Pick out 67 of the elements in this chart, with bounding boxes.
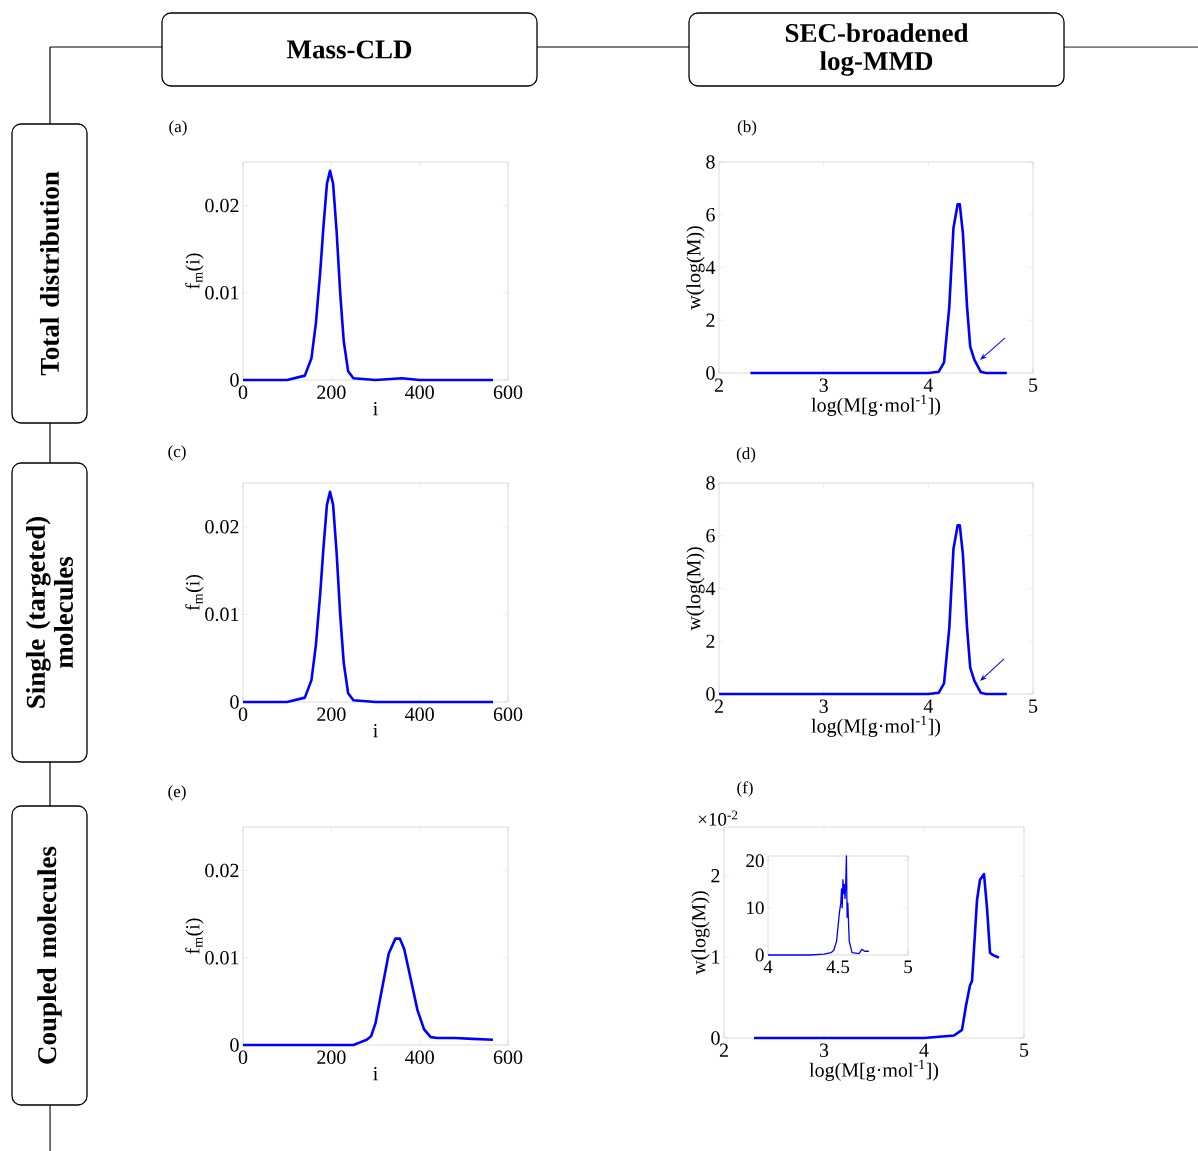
- x-tick-label: 5: [904, 960, 913, 974]
- text: Coupled molecules: [37, 846, 62, 1064]
- y-axis-title: w(log(M)): [686, 226, 705, 310]
- x-tick-label: 5: [1020, 1043, 1029, 1057]
- x-tick-label: 600: [493, 707, 523, 722]
- y-tick-label: 2: [711, 869, 720, 883]
- x-tick-label: 200: [317, 707, 346, 722]
- y-tick-label: 2: [706, 313, 715, 327]
- y-tick-label: 6: [706, 529, 715, 543]
- y-tick-label: 1: [712, 950, 720, 964]
- x-tick-label: 400: [405, 1050, 434, 1065]
- y-axis-title: w(log(M)): [686, 547, 705, 631]
- y-tick-label: 0.02: [205, 520, 239, 534]
- x-tick-label: 4: [923, 699, 934, 713]
- y-tick-label: 4: [705, 260, 716, 275]
- x-axis-title: log(M[g·mol$^{-1}$]): [811, 715, 941, 737]
- x-tick-label: 4.5: [826, 960, 850, 974]
- y-tick-label: 8: [706, 155, 715, 169]
- x-axis-title: log(M[g·mol$^{-1}$]): [809, 1059, 939, 1081]
- chart-title: (b): [737, 120, 757, 136]
- y-axis-title: w(log(M)): [691, 891, 710, 975]
- chart-title: (e): [168, 785, 186, 801]
- y-tick-label: 0: [755, 948, 764, 962]
- y-axis-title: f$_{m}$(i): [185, 253, 204, 289]
- chart-title: (a): [169, 120, 187, 136]
- chart-title: (f): [737, 781, 753, 797]
- y-tick-label: 4: [705, 581, 716, 596]
- x-tick-label: 200: [317, 1050, 346, 1065]
- x-axis-title: log(M[g·mol$^{-1}$]): [811, 394, 941, 416]
- x-tick-label: 3: [819, 699, 828, 713]
- x-axis-title: i: [373, 723, 378, 738]
- y-tick-label: 2: [706, 634, 715, 648]
- y-tick-label: 0.02: [205, 198, 239, 213]
- y-tick-label: 0: [706, 366, 715, 380]
- text: Single (targeted) molecules: [25, 516, 74, 708]
- y-tick-label: 0.02: [205, 863, 239, 878]
- x-axis-title: i: [373, 401, 378, 416]
- x-tick-label: 3: [819, 1043, 829, 1057]
- y-tick-label: 0.01: [205, 286, 239, 300]
- y-axis-title: f$_{m}$(i): [185, 574, 204, 611]
- y-tick-label: 20: [746, 854, 764, 868]
- x-tick-label: 600: [493, 1050, 523, 1065]
- x-tick-label: 4: [919, 1043, 929, 1057]
- x-tick-label: 4: [923, 378, 934, 392]
- y-axis-title: f$_{m}$(i): [185, 918, 204, 954]
- chart-title: (d): [736, 447, 756, 463]
- x-axis-title: i: [373, 1066, 378, 1081]
- chart-title: (c): [168, 445, 186, 461]
- y-tick-label: 0.01: [205, 607, 239, 622]
- text: ×10$^{-2}$: [698, 810, 738, 826]
- y-tick-label: 10: [747, 901, 764, 915]
- x-tick-label: 600: [493, 385, 523, 400]
- y-tick-label: 6: [706, 208, 715, 222]
- y-tick-label: 0.01: [205, 951, 239, 965]
- x-tick-label: 400: [405, 707, 434, 722]
- x-tick-label: 4: [763, 960, 773, 974]
- text: Total distribution: [39, 171, 60, 376]
- x-tick-label: 200: [317, 385, 346, 400]
- x-tick-label: 5: [1029, 699, 1038, 713]
- y-tick-label: 8: [706, 476, 715, 490]
- x-tick-label: 400: [405, 385, 434, 400]
- y-tick-label: 0: [706, 687, 715, 701]
- x-tick-label: 5: [1029, 378, 1038, 392]
- text: Mass-CLD: [286, 40, 412, 59]
- x-tick-label: 3: [819, 378, 828, 392]
- text: SEC-broadened log-MMD: [785, 23, 969, 76]
- y-tick-label: 0: [711, 1031, 720, 1045]
